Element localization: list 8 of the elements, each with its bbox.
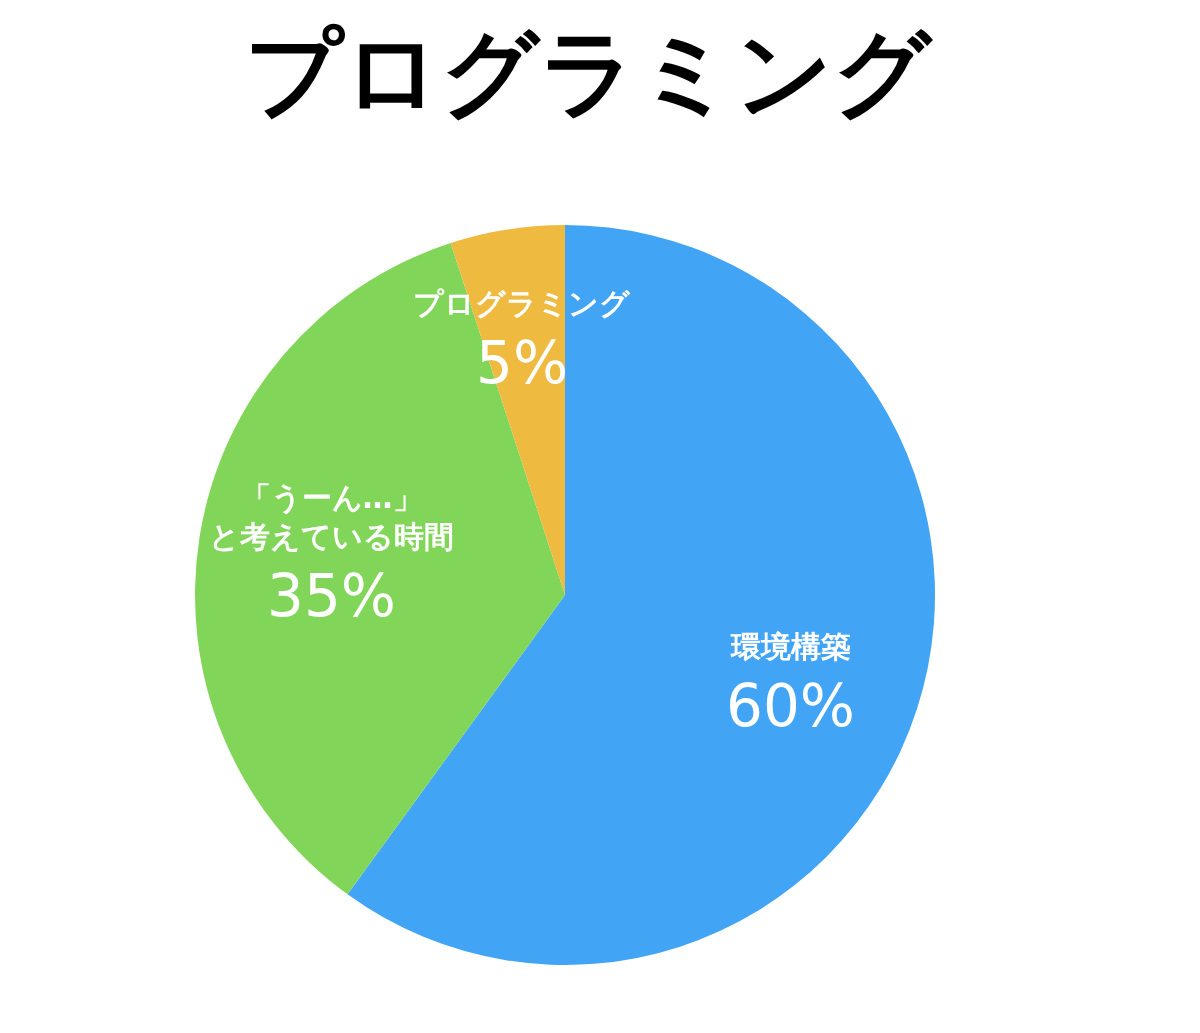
slice-label: 環境構築 <box>730 629 851 664</box>
data-label: 35% <box>267 562 396 630</box>
pie-slice <box>450 225 565 595</box>
slice-label: 「うーん…」と考えている時間 <box>209 480 454 554</box>
data-label: 60% <box>726 672 855 740</box>
slice-label: プログラミング <box>245 16 933 129</box>
slice-label: プログラミング <box>413 286 631 321</box>
pie-slice <box>195 243 565 895</box>
